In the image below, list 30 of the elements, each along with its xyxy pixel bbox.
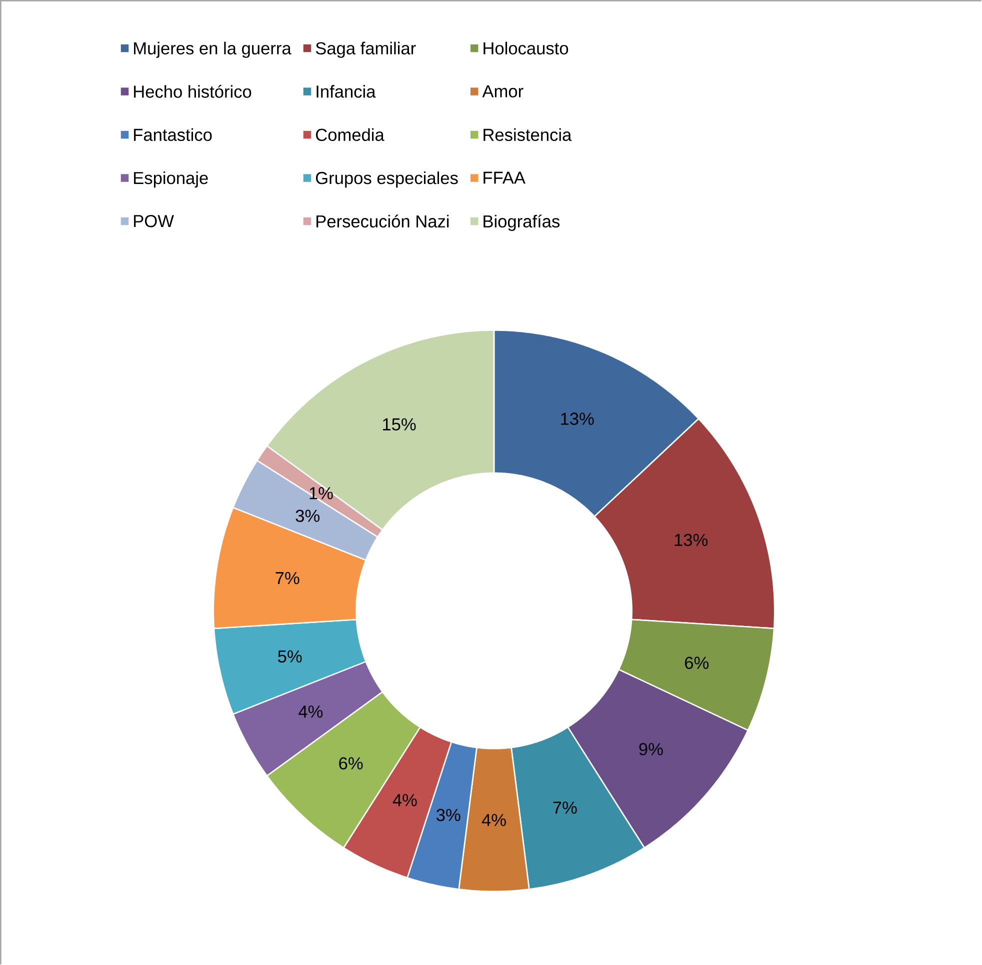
data-label: 7%: [276, 572, 300, 584]
legend-label: Hecho histórico: [134, 84, 252, 98]
data-label: 4%: [298, 706, 323, 718]
data-label: 5%: [278, 650, 302, 663]
data-label: 3%: [296, 510, 320, 522]
legend-label: Resistencia: [484, 128, 572, 142]
legend-label: FFAA: [484, 172, 526, 184]
data-label: 15%: [383, 418, 416, 430]
legend-label: POW: [134, 214, 174, 228]
data-label: 6%: [339, 757, 363, 770]
legend-label: Biografías: [484, 214, 560, 231]
legend-label: Fantastico: [134, 128, 212, 142]
legend-label: Persecución Nazi: [316, 214, 449, 228]
data-label: 6%: [685, 656, 709, 669]
data-label: 3%: [436, 808, 460, 822]
legend-label: Mujeres en la guerra: [134, 42, 292, 58]
data-label: 9%: [639, 743, 663, 756]
data-label: 13%: [561, 412, 594, 425]
legend-label: Saga familiar: [316, 42, 416, 58]
data-label: 4%: [392, 794, 417, 806]
legend-label: Amor: [482, 85, 524, 98]
data-label: 13%: [674, 534, 708, 546]
data-label: 4%: [482, 814, 506, 826]
legend-label: Infancia: [316, 85, 376, 98]
legend-label: Espionaje: [134, 171, 208, 188]
legend-label: Holocausto: [484, 42, 568, 54]
data-label: 1%: [310, 487, 333, 500]
data-label: 7%: [553, 802, 577, 814]
legend-label: Comedia: [316, 128, 384, 142]
legend-label: Grupos especiales: [316, 171, 458, 188]
